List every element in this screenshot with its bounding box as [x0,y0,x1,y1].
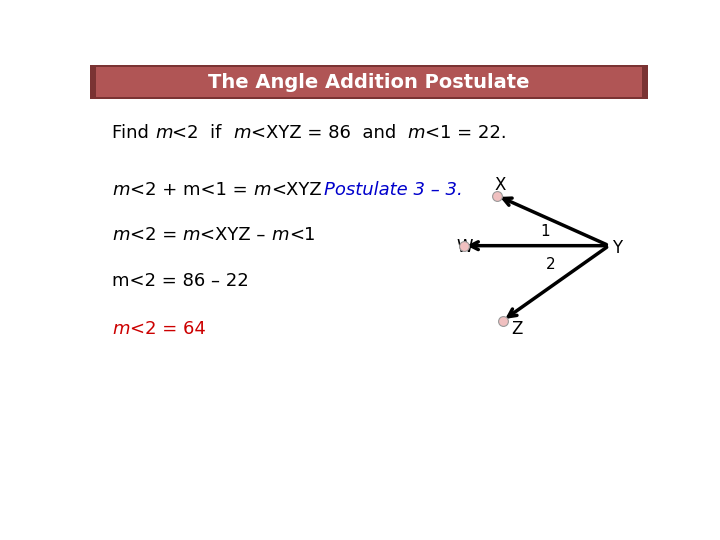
Text: m: m [271,226,289,244]
Text: X: X [495,177,506,194]
Point [458,241,469,250]
Point [492,192,503,200]
Text: 1: 1 [540,224,549,239]
Text: m<2 = 86 – 22: m<2 = 86 – 22 [112,272,249,290]
Text: m: m [408,124,425,143]
Text: Find: Find [112,124,155,143]
Text: m: m [183,226,200,244]
FancyBboxPatch shape [90,65,648,99]
Text: <2 + m<1 =: <2 + m<1 = [130,180,253,199]
Text: <XYZ –: <XYZ – [200,226,271,244]
Text: <XYZ: <XYZ [271,180,321,199]
Text: The Angle Addition Postulate: The Angle Addition Postulate [208,73,530,92]
Text: Z: Z [511,320,523,338]
Text: W: W [456,238,473,256]
Text: <1: <1 [289,226,315,244]
Text: Postulate 3 – 3.: Postulate 3 – 3. [324,180,463,199]
Text: <2 = 64: <2 = 64 [130,320,206,338]
Text: m: m [155,124,173,143]
FancyBboxPatch shape [96,68,642,97]
Text: <2 =: <2 = [130,226,183,244]
Text: 2: 2 [546,257,555,272]
Text: m: m [112,226,130,244]
Text: m: m [112,180,130,199]
Text: <2  if: <2 if [173,124,233,143]
Text: m: m [253,180,271,199]
Text: m: m [112,320,130,338]
Point [497,316,508,325]
Text: m: m [233,124,251,143]
Text: Y: Y [612,239,622,256]
Text: <1 = 22.: <1 = 22. [425,124,507,143]
Text: <XYZ = 86  and: <XYZ = 86 and [251,124,408,143]
